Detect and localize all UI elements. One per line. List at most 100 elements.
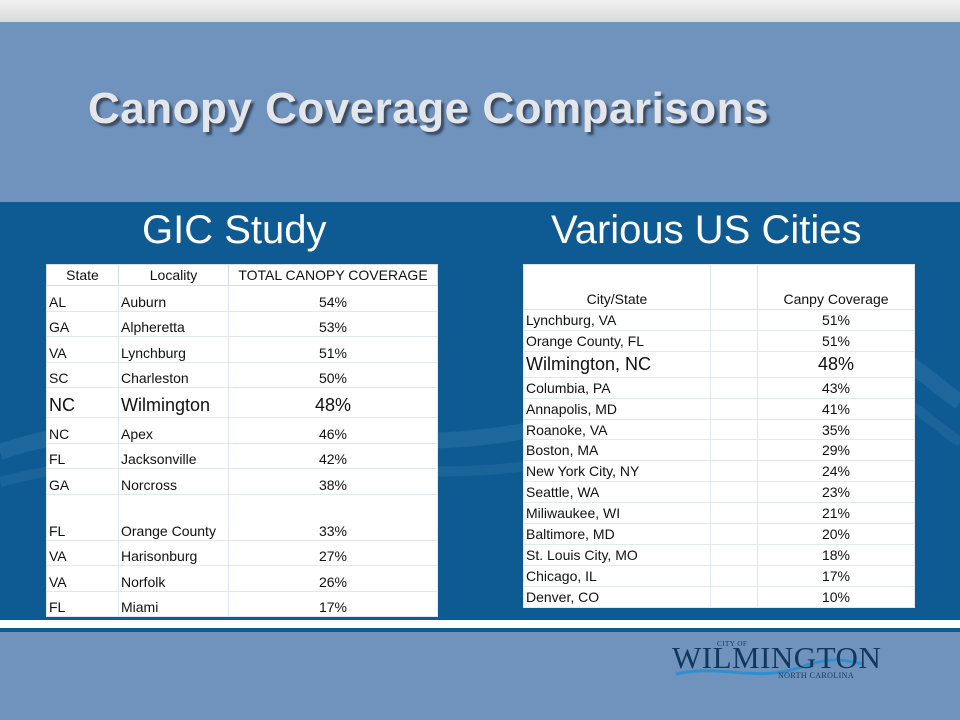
logo-city-of: CITY OF <box>717 640 748 648</box>
city-cell: Baltimore, MD <box>523 523 711 545</box>
table-row: New York City, NY 24% <box>523 460 915 483</box>
cities-table: City/State Canpy Coverage Lynchburg, VA 5… <box>523 264 915 608</box>
table-row: AL Auburn 54% <box>46 285 438 312</box>
column-header: Locality <box>118 264 229 286</box>
table-row: Lynchburg, VA 51% <box>523 309 915 331</box>
state-cell: AL <box>46 285 119 312</box>
wilmington-logo-wave <box>675 658 865 676</box>
spacer-cell <box>710 502 758 525</box>
city-cell: Lynchburg, VA <box>523 309 711 331</box>
state-cell: VA <box>46 336 119 363</box>
table-row: GA Alpheretta 53% <box>46 310 438 337</box>
table-row: SC Charleston 50% <box>46 361 438 388</box>
title-band <box>0 22 960 202</box>
locality-cell: Alpheretta <box>118 310 229 337</box>
coverage-cell: 35% <box>757 418 915 441</box>
table-row: GA Norcross 38% <box>46 468 438 495</box>
coverage-cell: 23% <box>757 481 915 504</box>
locality-cell: Miami <box>118 590 229 617</box>
column-header: Canpy Coverage <box>757 264 915 310</box>
state-cell: SC <box>46 361 119 388</box>
coverage-cell: 48% <box>228 387 438 418</box>
separator-dark <box>0 628 960 632</box>
locality-cell: Harisonburg <box>118 539 229 566</box>
gic-heading: GIC Study <box>142 208 327 252</box>
city-cell: Seattle, WA <box>523 481 711 504</box>
locality-cell: Jacksonville <box>118 442 229 469</box>
column-header <box>710 264 758 310</box>
city-cell: Annapolis, MD <box>523 397 711 420</box>
coverage-cell: 20% <box>757 523 915 545</box>
column-header: State <box>46 264 119 286</box>
table-row: Denver, CO 10% <box>523 585 915 608</box>
coverage-cell: 17% <box>228 590 438 617</box>
city-cell: St. Louis City, MO <box>523 543 711 566</box>
table-row-highlight: Wilmington, NC 48% <box>523 350 915 378</box>
logo-subtitle: NORTH CAROLINA <box>778 671 855 680</box>
spacer-cell <box>710 481 758 504</box>
table-row: Roanoke, VA 35% <box>523 418 915 441</box>
table-row: VA Harisonburg 27% <box>46 539 438 566</box>
coverage-cell: 17% <box>757 564 915 587</box>
city-cell: New York City, NY <box>523 460 711 483</box>
spacer-cell <box>710 309 758 331</box>
separator-light <box>0 620 960 628</box>
state-cell: GA <box>46 468 119 495</box>
city-cell: Chicago, IL <box>523 564 711 587</box>
coverage-cell: 42% <box>228 442 438 469</box>
column-header: City/State <box>523 264 711 310</box>
locality-cell: Lynchburg <box>118 336 229 363</box>
spacer-cell <box>710 439 758 462</box>
coverage-cell: 48% <box>757 350 915 378</box>
spacer-cell <box>710 418 758 441</box>
coverage-cell: 38% <box>228 468 438 495</box>
table-row: Columbia, PA 43% <box>523 376 915 399</box>
table-row: FL Orange County 33% <box>46 493 438 541</box>
table-row: NC Apex 46% <box>46 417 438 444</box>
coverage-cell: 46% <box>228 417 438 444</box>
table-row: FL Jacksonville 42% <box>46 442 438 469</box>
coverage-cell: 51% <box>757 309 915 331</box>
city-cell: Orange County, FL <box>523 329 711 352</box>
slide-title: Canopy Coverage Comparisons <box>88 84 769 133</box>
state-cell: VA <box>46 565 119 592</box>
state-cell: NC <box>46 417 119 444</box>
locality-cell: Norfolk <box>118 565 229 592</box>
table-row: Chicago, IL 17% <box>523 564 915 587</box>
coverage-cell: 41% <box>757 397 915 420</box>
state-cell: FL <box>46 493 119 541</box>
locality-cell: Wilmington <box>118 387 229 418</box>
city-cell: Denver, CO <box>523 585 711 608</box>
gic-table: State Locality TOTAL CANOPY COVERAGE AL A… <box>46 264 438 617</box>
locality-cell: Orange County <box>118 493 229 541</box>
table-row: Boston, MA 29% <box>523 439 915 462</box>
spacer-cell <box>710 523 758 545</box>
table-header-row: City/State Canpy Coverage <box>523 264 915 310</box>
table-row: Baltimore, MD 20% <box>523 523 915 545</box>
city-cell: Columbia, PA <box>523 376 711 399</box>
coverage-cell: 29% <box>757 439 915 462</box>
table-row: FL Miami 17% <box>46 590 438 617</box>
table-header-row: State Locality TOTAL CANOPY COVERAGE <box>46 264 438 286</box>
column-header: TOTAL CANOPY COVERAGE <box>228 264 438 286</box>
spacer-cell <box>710 397 758 420</box>
city-cell: Miliwaukee, WI <box>523 502 711 525</box>
spacer-cell <box>710 585 758 608</box>
state-cell: FL <box>46 442 119 469</box>
coverage-cell: 33% <box>228 493 438 541</box>
table-row: Annapolis, MD 41% <box>523 397 915 420</box>
spacer-cell <box>710 543 758 566</box>
table-row: Seattle, WA 23% <box>523 481 915 504</box>
table-row: Miliwaukee, WI 21% <box>523 502 915 525</box>
locality-cell: Charleston <box>118 361 229 388</box>
city-cell: Roanoke, VA <box>523 418 711 441</box>
locality-cell: Auburn <box>118 285 229 312</box>
spacer-cell <box>710 329 758 352</box>
coverage-cell: 54% <box>228 285 438 312</box>
coverage-cell: 10% <box>757 585 915 608</box>
top-strip <box>0 0 960 22</box>
spacer-cell <box>710 376 758 399</box>
spacer-cell <box>710 564 758 587</box>
locality-cell: Apex <box>118 417 229 444</box>
table-row: VA Lynchburg 51% <box>46 336 438 363</box>
